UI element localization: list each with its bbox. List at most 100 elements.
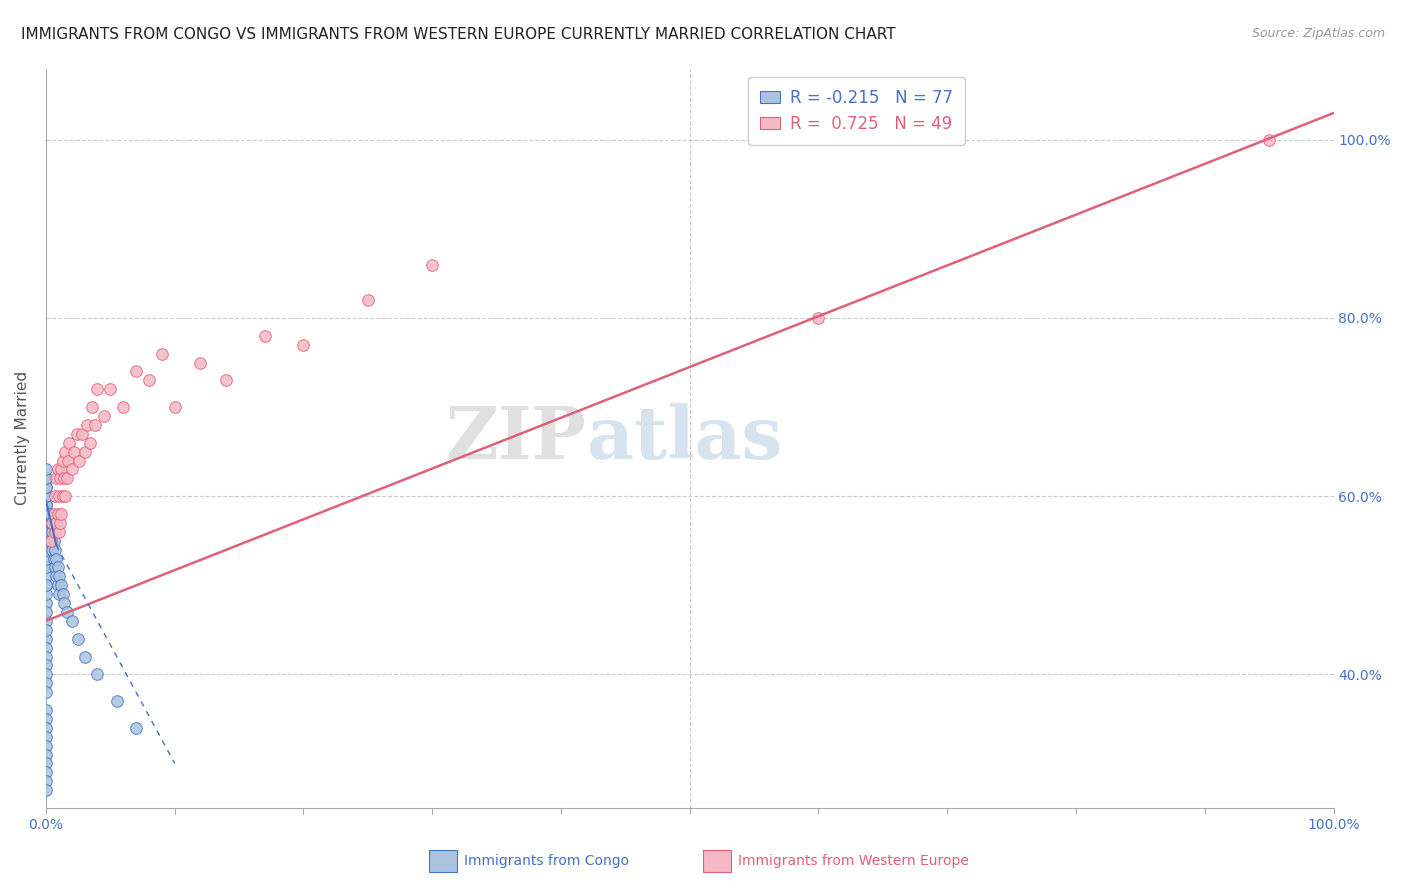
Point: [125, 364, 148, 378]
Point: [35, 685, 58, 699]
Point: [41, 524, 63, 539]
Point: [35, 730, 58, 744]
Y-axis label: Currently Married: Currently Married: [15, 371, 30, 505]
Text: ZIP: ZIP: [446, 403, 586, 474]
Point: [35, 533, 58, 548]
Point: [69, 453, 91, 467]
Point: [41, 516, 63, 530]
Point: [35, 498, 58, 512]
Point: [35, 596, 58, 610]
Point: [45, 569, 67, 583]
Point: [35, 739, 58, 753]
Point: [83, 417, 105, 432]
Point: [35, 649, 58, 664]
Point: [53, 489, 76, 503]
Point: [53, 596, 76, 610]
Text: Immigrants from Congo: Immigrants from Congo: [464, 854, 628, 868]
Point: [44, 560, 66, 574]
Point: [150, 346, 173, 360]
Point: [86, 382, 108, 396]
Text: atlas: atlas: [586, 403, 782, 474]
Point: [35, 480, 58, 494]
Point: [86, 667, 108, 681]
Point: [35, 587, 58, 601]
Point: [66, 426, 89, 441]
Point: [42, 533, 65, 548]
Point: [35, 747, 58, 762]
Point: [98, 382, 121, 396]
Point: [45, 471, 67, 485]
Point: [46, 560, 69, 574]
Point: [35, 614, 58, 628]
Point: [35, 542, 58, 557]
Point: [190, 355, 212, 369]
Point: [35, 569, 58, 583]
Point: [35, 471, 58, 485]
Point: [51, 462, 73, 476]
Point: [35, 524, 58, 539]
Point: [73, 444, 96, 458]
Point: [44, 524, 66, 539]
Point: [35, 480, 58, 494]
Point: [55, 605, 77, 619]
Legend: R = -0.215   N = 77, R =  0.725   N = 49: R = -0.215 N = 77, R = 0.725 N = 49: [748, 77, 965, 145]
Point: [52, 489, 75, 503]
Point: [215, 373, 238, 387]
Point: [79, 435, 101, 450]
Point: [42, 516, 65, 530]
Point: [35, 533, 58, 548]
Point: [46, 507, 69, 521]
Point: [163, 400, 186, 414]
Point: [35, 712, 58, 726]
Point: [60, 462, 83, 476]
Point: [93, 409, 115, 423]
Point: [76, 417, 98, 432]
Point: [52, 587, 75, 601]
Point: [35, 524, 58, 539]
Point: [46, 578, 69, 592]
Point: [253, 328, 276, 343]
Point: [48, 524, 70, 539]
Point: [35, 542, 58, 557]
Point: [51, 507, 73, 521]
Point: [112, 400, 135, 414]
Point: [51, 578, 73, 592]
Point: [48, 569, 70, 583]
Point: [52, 453, 75, 467]
Point: [39, 516, 62, 530]
Point: [70, 426, 93, 441]
Point: [35, 471, 58, 485]
Point: [53, 471, 76, 485]
Point: [58, 435, 80, 450]
Point: [39, 533, 62, 548]
Point: [35, 507, 58, 521]
Point: [35, 507, 58, 521]
Point: [357, 293, 380, 308]
Point: [35, 578, 58, 592]
Point: [35, 658, 58, 673]
Point: [35, 551, 58, 566]
Point: [35, 516, 58, 530]
Point: [35, 560, 58, 574]
Point: [35, 703, 58, 717]
Point: [67, 632, 90, 646]
Point: [53, 444, 76, 458]
Point: [55, 471, 77, 485]
Point: [35, 489, 58, 503]
Point: [35, 774, 58, 789]
Point: [1258, 133, 1281, 147]
Text: IMMIGRANTS FROM CONGO VS IMMIGRANTS FROM WESTERN EUROPE CURRENTLY MARRIED CORREL: IMMIGRANTS FROM CONGO VS IMMIGRANTS FROM…: [21, 27, 896, 42]
Point: [35, 783, 58, 797]
Point: [41, 542, 63, 557]
Point: [420, 258, 443, 272]
Point: [42, 551, 65, 566]
Point: [48, 587, 70, 601]
Point: [73, 649, 96, 664]
Point: [35, 605, 58, 619]
Point: [35, 632, 58, 646]
Point: [38, 524, 60, 539]
Point: [35, 551, 58, 566]
Point: [35, 756, 58, 771]
Point: [39, 533, 62, 548]
Text: Immigrants from Western Europe: Immigrants from Western Europe: [738, 854, 969, 868]
